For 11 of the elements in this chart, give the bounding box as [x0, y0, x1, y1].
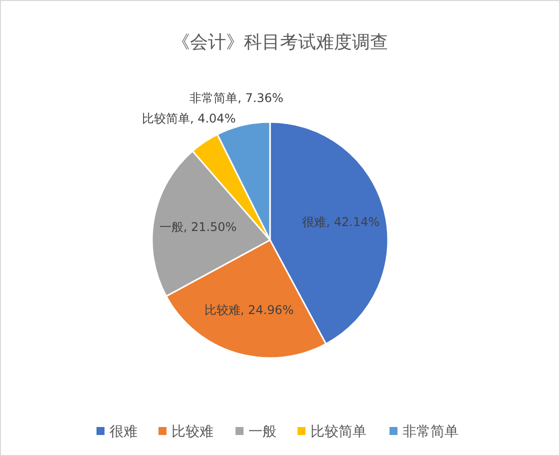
legend-label: 非常简单 [402, 424, 458, 440]
legend-label: 一般 [248, 424, 276, 440]
legend-label: 很难 [110, 424, 138, 440]
data-label: 比较简单, 4.04% [142, 112, 236, 126]
chart-title: 《会计》科目考试难度调查 [172, 32, 388, 53]
data-label: 非常简单, 7.36% [190, 90, 284, 105]
data-label: 一般, 21.50% [159, 220, 237, 234]
data-label: 比较难, 24.96% [204, 303, 294, 318]
legend-label: 比较难 [172, 424, 214, 440]
legend-label: 比较简单 [310, 424, 366, 440]
data-label: 很难, 42.14% [302, 215, 380, 230]
